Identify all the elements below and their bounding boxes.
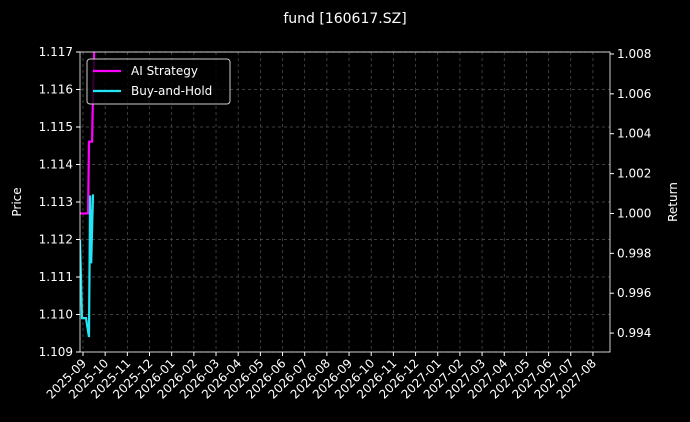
y2-tick-label: 0.994 <box>617 326 651 340</box>
plot-frame <box>79 51 611 353</box>
legend-label: Buy-and-Hold <box>131 84 212 98</box>
y-tick-label: 1.114 <box>39 158 73 172</box>
y-tick-label: 1.109 <box>39 345 73 359</box>
y-tick-label: 1.116 <box>39 83 73 97</box>
y-tick-label: 1.113 <box>39 195 73 209</box>
legend-box <box>86 58 231 105</box>
y2-tick-label: 1.000 <box>617 206 651 220</box>
y2-tick-label: 1.008 <box>617 47 651 61</box>
y-axis-label: Price <box>10 187 24 216</box>
y-tick-label: 1.110 <box>39 308 73 322</box>
legend-label: AI Strategy <box>131 64 198 78</box>
y2-tick-label: 0.996 <box>617 286 651 300</box>
y2-tick-label: 1.006 <box>617 87 651 101</box>
y2-tick-label: 1.004 <box>617 127 651 141</box>
y2-tick-label: 1.002 <box>617 167 651 181</box>
y2-tick-label: 0.998 <box>617 246 651 260</box>
y-tick-label: 1.111 <box>39 270 73 284</box>
y-tick-label: 1.115 <box>39 120 73 134</box>
y-tick-label: 1.117 <box>39 45 73 59</box>
y-tick-label: 1.112 <box>39 233 73 247</box>
y2-axis-label: Return <box>666 182 680 222</box>
chart-title: fund [160617.SZ] <box>283 11 406 27</box>
series-line <box>80 194 95 338</box>
